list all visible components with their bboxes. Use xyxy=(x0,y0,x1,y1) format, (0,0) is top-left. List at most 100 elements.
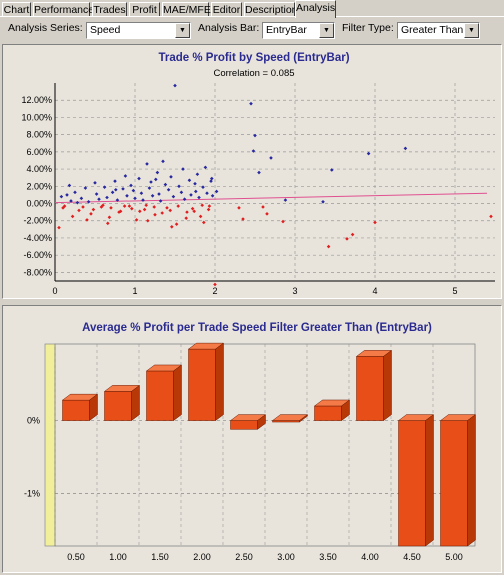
scatter-point xyxy=(201,185,205,189)
x-tick-label: 4 xyxy=(372,286,377,296)
scatter-point xyxy=(257,170,261,175)
bar-side xyxy=(257,414,266,430)
scatter-point xyxy=(213,282,217,287)
scatter-point xyxy=(138,209,142,214)
scatter-point xyxy=(185,210,189,214)
bar-front xyxy=(314,405,342,421)
chevron-down-icon[interactable]: ▼ xyxy=(464,23,479,38)
analysis-bar-select[interactable]: EntryBar ▼ xyxy=(262,22,335,39)
y-tick-label: -6.00% xyxy=(23,250,52,260)
scatter-point xyxy=(127,204,132,208)
tab-chart[interactable]: Chart xyxy=(2,2,31,17)
side-wall xyxy=(44,343,56,547)
scatter-point xyxy=(107,215,112,220)
y-tick-label: -4.00% xyxy=(23,233,52,243)
y-tick-label: 12.00% xyxy=(21,95,52,105)
bar xyxy=(229,414,267,430)
scatter-point xyxy=(94,192,99,196)
bar-side xyxy=(215,342,224,422)
filter-type-value: Greater Than xyxy=(401,24,464,36)
scatter-point xyxy=(206,207,211,212)
scatter-axes xyxy=(54,83,495,282)
scatter-point xyxy=(207,204,212,208)
tab-mae-mfe[interactable]: MAE/MFE xyxy=(162,2,211,17)
tab-trades[interactable]: Trades xyxy=(92,2,127,17)
tab-bar: Chart Performance Trades Profit MAE/MFE … xyxy=(0,0,504,18)
scatter-point xyxy=(261,205,265,209)
analysis-bar-label: Analysis Bar: xyxy=(198,22,260,34)
tab-editor[interactable]: Editor xyxy=(211,2,242,17)
analysis-series-select[interactable]: Speed ▼ xyxy=(86,22,191,39)
y-tick-label: 4.00% xyxy=(26,164,52,174)
x-tick-label: 4.50 xyxy=(403,552,421,562)
y-tick-label: -2.00% xyxy=(23,216,52,226)
chevron-down-icon[interactable]: ▼ xyxy=(175,23,190,38)
scatter-point xyxy=(210,176,214,181)
scatter-point xyxy=(214,189,219,194)
analysis-bar-value: EntryBar xyxy=(266,24,307,36)
scatter-point xyxy=(69,199,73,203)
bar-chart-title: Average % Profit per Trade Speed Filter … xyxy=(82,322,432,334)
scatter-point xyxy=(85,218,89,222)
y-tick-label: -1% xyxy=(24,488,40,498)
scatter-point xyxy=(130,206,134,211)
chevron-down-icon[interactable]: ▼ xyxy=(319,23,334,38)
scatter-point xyxy=(202,220,206,225)
analysis-series-label: Analysis Series: xyxy=(8,22,83,34)
trend-line xyxy=(54,192,488,204)
scatter-point xyxy=(141,198,145,202)
tab-profit[interactable]: Profit xyxy=(129,2,160,17)
scatter-point xyxy=(241,217,245,221)
bar-side xyxy=(299,414,308,423)
scatter-point xyxy=(149,180,153,184)
scatter-point xyxy=(169,175,173,179)
scatter-point xyxy=(198,214,203,219)
bar-side xyxy=(467,414,476,547)
y-tick-label: -8.00% xyxy=(23,267,52,277)
scatter-point xyxy=(97,197,101,202)
scatter-point xyxy=(200,203,204,208)
scatter-point xyxy=(93,181,97,185)
bar-front xyxy=(398,420,426,547)
scatter-point xyxy=(182,197,187,202)
scatter-point xyxy=(122,204,127,208)
scatter-point xyxy=(177,184,181,189)
tab-analysis[interactable]: Analysis xyxy=(295,0,336,18)
bar xyxy=(313,399,351,422)
scatter-point xyxy=(269,156,273,160)
bar xyxy=(397,414,435,547)
bar-series xyxy=(61,342,477,547)
bar-side xyxy=(425,414,434,547)
scatter-point xyxy=(67,183,72,188)
y-tick-label: 2.00% xyxy=(26,181,52,191)
scatter-point xyxy=(181,167,185,171)
x-tick-label: 0.50 xyxy=(67,552,85,562)
scatter-point xyxy=(265,212,269,216)
scatter-point xyxy=(115,198,120,202)
scatter-point xyxy=(321,200,325,204)
scatter-point xyxy=(251,149,256,153)
tab-description[interactable]: Description xyxy=(244,2,298,17)
tab-performance[interactable]: Performance xyxy=(33,2,95,17)
scatter-point xyxy=(326,244,331,249)
scatter-point xyxy=(193,181,197,186)
filter-type-select[interactable]: Greater Than ▼ xyxy=(397,22,480,39)
scatter-point xyxy=(210,193,215,198)
scatter-point xyxy=(137,176,141,181)
scatter-point xyxy=(179,190,184,195)
scatter-point xyxy=(62,204,67,208)
scatter-point xyxy=(86,200,91,204)
x-tick-label: 2 xyxy=(212,286,217,296)
scatter-chart-title: Trade % Profit by Speed (EntryBar) xyxy=(158,52,349,64)
scatter-trendline xyxy=(54,192,488,204)
scatter-point xyxy=(89,212,93,216)
scatter-point xyxy=(105,195,109,200)
scatter-point xyxy=(59,194,64,199)
bar-chart-panel: Average % Profit per Trade Speed Filter … xyxy=(2,305,502,573)
scatter-point xyxy=(403,146,408,151)
scatter-point xyxy=(145,162,149,166)
bar-chart: Average % Profit per Trade Speed Filter … xyxy=(24,322,477,562)
scatter-point xyxy=(75,200,80,205)
bar-front xyxy=(146,370,174,421)
bar-front xyxy=(356,356,384,421)
